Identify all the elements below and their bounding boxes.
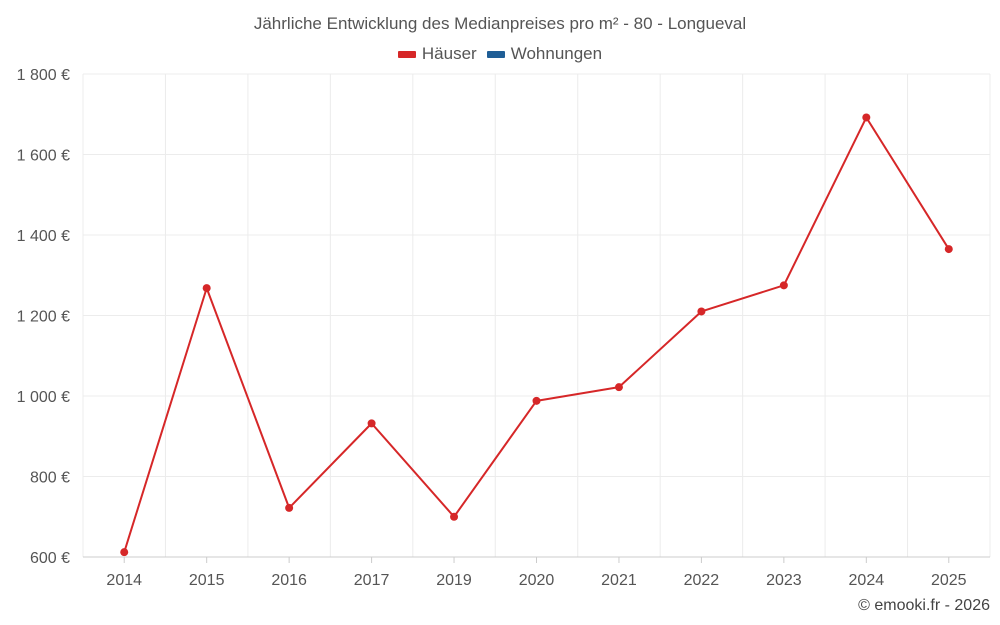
chart-title: Jährliche Entwicklung des Medianpreises …: [253, 14, 747, 33]
x-tick-label: 2022: [684, 572, 720, 589]
x-tick-label: 2023: [766, 572, 802, 589]
data-point[interactable]: [697, 307, 706, 316]
data-point[interactable]: [202, 284, 211, 293]
x-tick-label: 2019: [436, 572, 472, 589]
copyright-credit: © emooki.fr - 2026: [858, 597, 990, 614]
data-point[interactable]: [450, 512, 459, 521]
y-tick-label: 1 600 €: [17, 148, 70, 165]
x-tick-label: 2024: [849, 572, 885, 589]
legend-item-wohnungen[interactable]: Wohnungen: [486, 44, 603, 64]
y-tick-label: 1 000 €: [17, 389, 70, 406]
data-point[interactable]: [367, 419, 376, 428]
legend-label-haeuser: Häuser: [421, 44, 477, 63]
legend-item-haeuser[interactable]: Häuser: [397, 44, 477, 64]
data-point[interactable]: [614, 383, 623, 392]
x-tick-label: 2025: [931, 572, 967, 589]
x-tick-label: 2014: [106, 572, 142, 589]
data-point[interactable]: [779, 281, 788, 290]
x-tick-label: 2015: [189, 572, 225, 589]
legend: Häuser Wohnungen: [0, 44, 1000, 64]
data-point[interactable]: [120, 548, 129, 557]
data-point[interactable]: [285, 503, 294, 512]
data-point[interactable]: [862, 113, 871, 122]
data-point[interactable]: [532, 396, 541, 405]
x-tick-label: 2020: [519, 572, 555, 589]
legend-swatch-wohnungen: [486, 50, 505, 58]
y-tick-label: 600 €: [30, 550, 70, 567]
x-tick-label: 2021: [601, 572, 637, 589]
y-tick-label: 800 €: [30, 470, 70, 487]
y-tick-label: 1 800 €: [17, 67, 70, 84]
x-tick-label: 2016: [271, 572, 307, 589]
y-tick-label: 1 400 €: [17, 228, 70, 245]
legend-swatch-haeuser: [397, 50, 416, 58]
data-point[interactable]: [944, 245, 953, 254]
legend-label-wohnungen: Wohnungen: [510, 44, 603, 63]
x-tick-label: 2017: [354, 572, 390, 589]
y-tick-label: 1 200 €: [17, 309, 70, 326]
